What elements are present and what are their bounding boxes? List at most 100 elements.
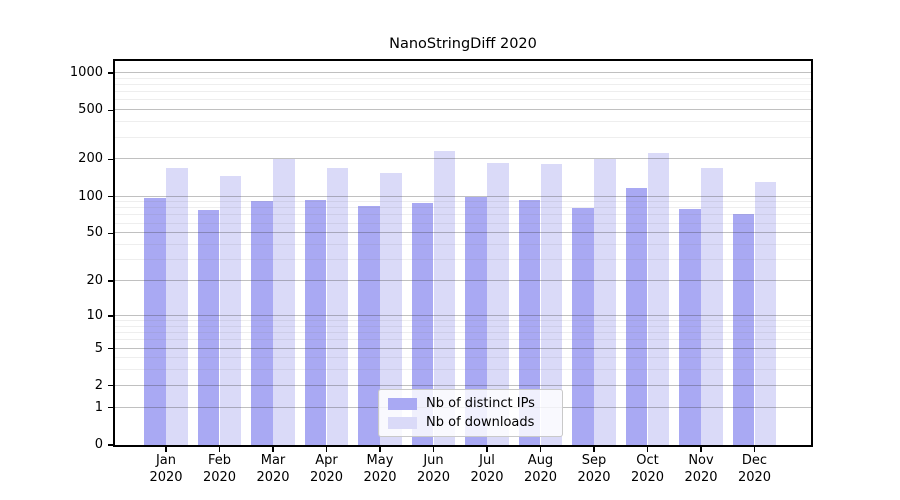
x-tick-label-apr: Apr 2020 xyxy=(309,453,344,485)
gridline-minor xyxy=(115,332,811,333)
bar-jun-ips xyxy=(411,203,434,445)
bar-aug-ips xyxy=(518,199,541,445)
x-tick-label-dec: Dec 2020 xyxy=(737,453,772,485)
y-tick-label: 500 xyxy=(78,102,103,118)
y-tick-label: 5 xyxy=(94,340,103,356)
y-tick-mark xyxy=(108,232,113,234)
chart-title: NanoStringDiff 2020 xyxy=(389,36,537,52)
y-tick-mark xyxy=(108,280,113,282)
y-tick-label: 2 xyxy=(94,377,103,393)
gridline-major xyxy=(115,158,811,160)
x-tick-mark xyxy=(218,447,221,452)
x-tick-label-sep: Sep 2020 xyxy=(577,453,611,485)
x-tick-mark xyxy=(486,447,488,452)
y-tick-mark xyxy=(108,195,113,198)
bar-may-downloads xyxy=(380,173,402,445)
gridline-minor xyxy=(115,369,811,371)
gridline-minor xyxy=(115,320,811,321)
bar-apr-ips xyxy=(304,199,327,445)
gridline-minor xyxy=(115,244,811,245)
gridline-minor xyxy=(115,91,811,93)
gridline-minor xyxy=(115,339,811,341)
gridline-minor xyxy=(115,83,811,85)
gridline-minor xyxy=(115,121,811,123)
bar-may-ips xyxy=(358,205,380,445)
x-tick-label-jul: Jul 2020 xyxy=(470,453,504,485)
plot-area xyxy=(113,59,813,447)
y-tick-label: 1 xyxy=(94,399,103,415)
gridline-minor xyxy=(115,222,811,224)
bar-sep-ips xyxy=(572,207,594,445)
gridline-major xyxy=(115,195,811,197)
y-tick-mark xyxy=(108,109,113,111)
y-tick-label: 10 xyxy=(86,307,103,323)
x-tick-mark xyxy=(753,447,756,452)
legend-label-distinct-ips: Nb of distinct IPs xyxy=(426,396,535,411)
y-tick-label: 0 xyxy=(94,437,103,452)
legend-item-downloads: Nb of downloads xyxy=(379,415,562,430)
bar-sep-downloads xyxy=(594,159,616,445)
x-tick-mark xyxy=(165,447,167,452)
bar-nov-downloads xyxy=(701,168,723,445)
legend: Nb of distinct IPs Nb of downloads xyxy=(378,389,563,437)
gridline-major xyxy=(115,384,811,386)
bar-aug-downloads xyxy=(540,163,563,445)
gridline-minor xyxy=(115,99,811,101)
bar-mar-ips xyxy=(251,200,273,445)
bar-feb-ips xyxy=(197,209,220,445)
x-tick-mark xyxy=(272,447,274,452)
gridline-minor xyxy=(115,357,811,359)
x-tick-mark xyxy=(325,447,328,452)
y-tick-label: 100 xyxy=(78,188,103,204)
bar-feb-downloads xyxy=(219,175,242,445)
gridline-major xyxy=(115,347,811,349)
legend-swatch-distinct-ips xyxy=(388,397,417,410)
y-tick-label: 20 xyxy=(86,273,103,288)
x-tick-mark xyxy=(593,447,595,452)
bar-dec-downloads xyxy=(754,181,777,445)
x-tick-label-mar: Mar 2020 xyxy=(256,453,290,485)
gridline-minor xyxy=(115,77,811,79)
bar-jul-ips xyxy=(465,197,487,445)
x-tick-label-jan: Jan 2020 xyxy=(149,453,183,485)
gridline-major xyxy=(115,109,811,111)
x-tick-label-oct: Oct 2020 xyxy=(630,453,665,485)
bar-apr-downloads xyxy=(326,168,349,445)
x-tick-mark xyxy=(646,447,649,452)
x-tick-label-jun: Jun 2020 xyxy=(416,453,451,485)
bar-dec-ips xyxy=(732,213,755,445)
y-tick-mark xyxy=(108,158,113,161)
gridline-minor xyxy=(115,201,811,203)
bar-jan-downloads xyxy=(166,168,188,445)
bar-jul-downloads xyxy=(487,163,509,445)
gridline-minor xyxy=(115,136,811,138)
x-tick-label-aug: Aug 2020 xyxy=(523,453,558,485)
y-tick-mark xyxy=(108,385,113,387)
gridline-major xyxy=(115,232,811,234)
x-tick-label-feb: Feb 2020 xyxy=(202,453,237,485)
y-tick-label: 1000 xyxy=(69,64,103,80)
x-tick-mark xyxy=(432,447,435,452)
x-tick-label-may: May 2020 xyxy=(363,453,397,485)
y-tick-label: 200 xyxy=(78,151,103,167)
bar-oct-downloads xyxy=(647,153,670,445)
legend-label-downloads: Nb of downloads xyxy=(426,415,535,430)
bar-oct-ips xyxy=(625,188,648,445)
legend-swatch-downloads xyxy=(388,416,417,429)
gridline-minor xyxy=(115,259,811,261)
x-tick-mark xyxy=(379,447,381,452)
x-tick-label-nov: Nov 2020 xyxy=(684,453,718,485)
gridline-minor xyxy=(115,325,811,327)
y-tick-label: 50 xyxy=(86,225,103,241)
y-tick-mark xyxy=(108,315,113,317)
y-tick-mark xyxy=(108,444,113,446)
gridline-major xyxy=(115,314,811,316)
y-tick-mark xyxy=(108,72,113,74)
y-tick-mark xyxy=(108,347,113,350)
gridline-major xyxy=(115,71,811,73)
bar-jan-ips xyxy=(144,198,166,445)
x-tick-mark xyxy=(539,447,542,452)
y-tick-mark xyxy=(108,407,113,409)
bar-jun-downloads xyxy=(433,151,456,445)
